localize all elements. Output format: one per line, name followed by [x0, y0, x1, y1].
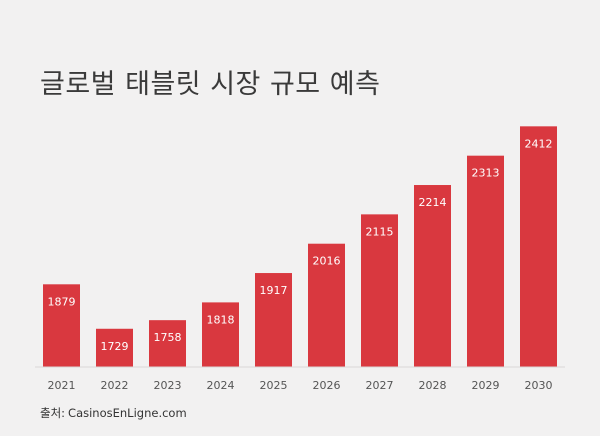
bar-2024: [202, 302, 239, 367]
x-tick-2029: 2029: [472, 379, 500, 392]
x-tick-labels: 2021 2022 2023 2024 2025 2026 2027 2028 2029 2030: [48, 379, 553, 392]
x-tick-2024: 2024: [207, 379, 235, 392]
source-name: CasinosEnLigne.com: [68, 406, 187, 420]
x-tick-2026: 2026: [313, 379, 341, 392]
source-note: 출처: CasinosEnLigne.com: [40, 405, 190, 421]
data-label-2029: 2313: [472, 167, 500, 180]
source-prefix: 출처:: [40, 406, 66, 420]
bar-2025: [255, 273, 292, 367]
data-label-2024: 1818: [207, 313, 235, 326]
x-tick-2025: 2025: [260, 379, 288, 392]
x-tick-2027: 2027: [366, 379, 394, 392]
x-tick-2028: 2028: [419, 379, 447, 392]
data-label-2023: 1758: [154, 331, 182, 344]
data-label-2030: 2412: [525, 137, 553, 150]
data-label-2026: 2016: [313, 255, 341, 268]
bar-2029: [467, 155, 504, 367]
bar-2028: [414, 185, 451, 367]
bars-group: 1879 1729 1758 1818 1917 2016 2115 2214 2313 2412: [43, 126, 557, 368]
x-tick-2023: 2023: [154, 379, 182, 392]
chart-title: 글로벌 태블릿 시장 규모 예측: [40, 69, 381, 100]
data-label-2021: 1879: [48, 295, 76, 308]
data-label-2028: 2214: [419, 196, 447, 209]
bar-2026: [308, 243, 345, 367]
data-label-2025: 1917: [260, 284, 288, 297]
x-tick-2030: 2030: [525, 379, 553, 392]
data-label-2022: 1729: [101, 340, 129, 353]
bar-2022: [96, 328, 133, 367]
data-label-2027: 2115: [366, 225, 394, 238]
bar-2030: [520, 126, 557, 368]
bar-2027: [361, 214, 398, 367]
x-tick-2021: 2021: [48, 379, 76, 392]
bar-2023: [149, 320, 186, 367]
x-tick-2022: 2022: [101, 379, 129, 392]
bar-2021: [43, 284, 80, 367]
